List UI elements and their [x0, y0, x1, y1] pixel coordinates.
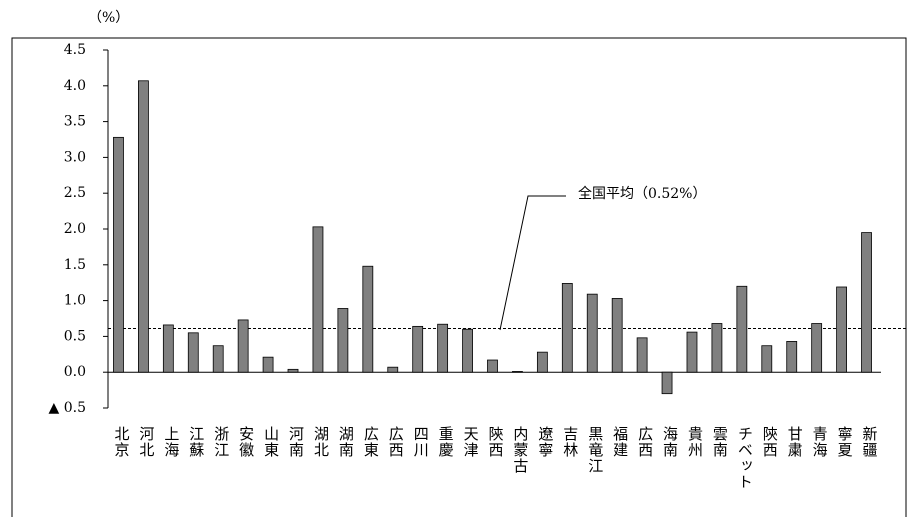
- bar: [761, 345, 773, 373]
- bar: [362, 265, 374, 373]
- x-tick-label: 甘粛: [786, 426, 804, 458]
- frame: [11, 37, 907, 521]
- x-tick-label: 重慶: [437, 426, 455, 458]
- x-tick-label: 安徽: [237, 426, 255, 458]
- y-tick-label: 2.5: [64, 185, 86, 201]
- bar: [487, 359, 498, 373]
- x-tick-label: 天津: [462, 426, 480, 458]
- x-tick-label: 河南: [287, 426, 305, 458]
- bar: [611, 298, 623, 373]
- bar: [412, 325, 424, 373]
- x-tick-label: チベット: [736, 426, 754, 490]
- x-tick-label: 河北: [137, 426, 155, 458]
- y-tick-label: 3.0: [64, 149, 86, 165]
- y-tick-label: 4.0: [64, 78, 86, 94]
- x-tick-label: 黒竜江: [586, 426, 604, 474]
- bar: [536, 351, 548, 373]
- x-tick-label: 内蒙古: [511, 426, 529, 474]
- x-tick-label: 広西: [387, 426, 405, 458]
- x-tick-label: 寧夏: [836, 426, 854, 458]
- bar: [187, 332, 199, 373]
- bar: [262, 356, 274, 373]
- x-tick-label: 広西: [636, 426, 654, 458]
- y-tick-label: 2.0: [64, 221, 86, 237]
- x-tick-label: 福建: [611, 426, 629, 458]
- y-tick-label: 0.0: [64, 364, 86, 380]
- x-tick-label: 吉林: [561, 426, 579, 458]
- bar: [811, 323, 823, 373]
- y-tick-label: 1.0: [64, 293, 86, 309]
- x-tick-label: 上海: [162, 426, 180, 458]
- x-tick-label: 新疆: [861, 426, 879, 458]
- x-tick-label: 浙江: [212, 426, 230, 458]
- unit-label: （%）: [88, 10, 129, 26]
- bar: [337, 308, 349, 373]
- bar: [437, 323, 449, 373]
- x-tick-label: 青海: [811, 426, 829, 458]
- bar: [312, 226, 324, 373]
- x-tick-label: 山東: [262, 426, 280, 458]
- bar: [586, 293, 598, 373]
- y-tick-label: ▲ 0.5: [49, 400, 86, 416]
- x-tick-label: 四川: [412, 426, 430, 458]
- y-tick-label: 3.5: [64, 114, 86, 130]
- x-tick-label: 江蘇: [187, 426, 205, 458]
- x-tick-label: 北京: [112, 426, 130, 458]
- x-tick-label: 湖南: [337, 426, 355, 458]
- x-tick-label: 陝西: [487, 426, 505, 458]
- annotation: 全国平均（0.52%）: [578, 185, 706, 202]
- x-tick-label: 雲南: [711, 426, 729, 458]
- bar: [861, 232, 872, 373]
- bar: [561, 283, 573, 373]
- bar: [462, 328, 473, 373]
- bar: [836, 286, 847, 373]
- bar: [387, 366, 399, 373]
- bar: [287, 368, 299, 373]
- y-tick-label: 4.5: [64, 42, 86, 58]
- bar: [237, 319, 249, 373]
- bar: [686, 331, 698, 373]
- bar: [512, 371, 523, 373]
- y-tick-label: 0.5: [64, 328, 86, 344]
- x-tick-label: 広東: [362, 426, 380, 458]
- x-tick-label: 陝西: [761, 426, 779, 458]
- bar: [736, 285, 748, 373]
- bar: [786, 341, 798, 373]
- x-tick-label: 海南: [661, 426, 679, 458]
- bar: [711, 323, 723, 373]
- x-tick-label: 貴州: [686, 426, 704, 458]
- x-tick-label: 遼寧: [536, 426, 554, 458]
- bar: [212, 345, 224, 373]
- bar: [661, 371, 673, 395]
- bar: [138, 80, 149, 373]
- y-tick-label: 1.5: [64, 257, 86, 273]
- leader-line: [499, 195, 566, 331]
- bar: [113, 136, 124, 373]
- bar: [636, 337, 648, 373]
- bar: [162, 324, 174, 373]
- x-tick-label: 湖北: [312, 426, 330, 458]
